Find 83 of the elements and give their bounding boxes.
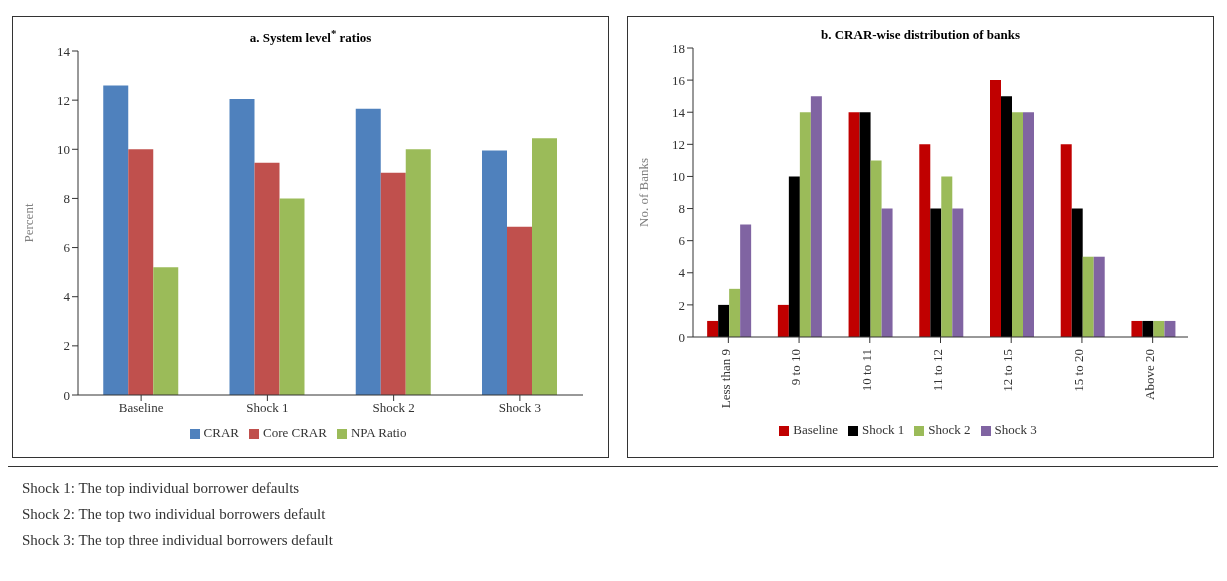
bar <box>1131 320 1143 337</box>
chart-title: b. CRAR-wise distribution of banks <box>820 27 1020 42</box>
bar <box>1001 96 1012 337</box>
text: Shock 1: The top individual borrower defaults <box>22 479 301 498</box>
legend-label: Core CRAR <box>262 425 327 441</box>
bar <box>788 176 800 337</box>
y-axis-title: Percent <box>20 203 36 243</box>
bar <box>718 304 730 337</box>
bar <box>482 150 507 396</box>
text: Shock 3: The top three individual borrowers default <box>22 531 334 550</box>
bar <box>1023 112 1034 337</box>
bar <box>405 149 431 396</box>
x-tick-label: Above 20 <box>1141 349 1157 400</box>
bar <box>930 208 942 337</box>
bar <box>1164 320 1176 337</box>
bar <box>128 149 154 396</box>
y-tick-label: 0 <box>678 329 685 345</box>
y-tick-label: 4 <box>63 289 71 305</box>
x-tick-label: 12 to 15 <box>1000 349 1016 392</box>
y-tick-label: 10 <box>57 142 70 158</box>
y-axis-title: No. of Banks <box>635 158 651 227</box>
bar <box>1153 320 1165 337</box>
bar <box>380 172 406 396</box>
bar <box>1093 256 1105 337</box>
bar <box>507 227 532 396</box>
x-tick-label: 11 to 12 <box>929 349 945 392</box>
y-tick-label: 16 <box>672 72 686 88</box>
x-tick-label: 9 to 10 <box>788 349 804 386</box>
bar <box>870 160 882 337</box>
bar <box>279 198 305 396</box>
legend-label: Shock 1 <box>862 422 905 437</box>
legend-label: Shock 3 <box>994 422 1037 437</box>
bar <box>990 80 1001 337</box>
bar <box>881 208 893 337</box>
x-tick-label: Baseline <box>118 400 164 416</box>
y-tick-label: 14 <box>672 104 686 120</box>
y-tick-label: 2 <box>63 338 70 354</box>
y-tick-label: 18 <box>672 40 685 56</box>
x-tick-label: Shock 2 <box>372 400 415 416</box>
bar <box>103 85 129 396</box>
bar <box>1060 144 1072 337</box>
y-tick-label: 6 <box>63 240 71 256</box>
x-tick-label: Less than 9 <box>717 349 733 409</box>
bar <box>1071 208 1083 337</box>
legend-label: Shock 2 <box>928 422 971 437</box>
bar <box>1012 112 1023 337</box>
bar <box>810 96 822 337</box>
bar <box>740 224 752 337</box>
bar <box>229 99 255 396</box>
x-tick-label: 15 to 20 <box>1071 349 1087 392</box>
bar <box>859 112 871 337</box>
text: Shock 2: The top two individual borrowers default <box>22 505 327 524</box>
y-tick-label: 12 <box>672 136 685 152</box>
y-tick-label: 0 <box>63 387 70 403</box>
bar <box>1142 320 1154 337</box>
bar <box>848 112 860 337</box>
bar <box>729 288 741 337</box>
legend-label: CRAR <box>203 425 239 441</box>
y-tick-label: 10 <box>672 169 685 185</box>
bar <box>707 320 719 337</box>
x-tick-label: Shock 3 <box>498 400 541 416</box>
bar <box>799 112 811 337</box>
y-tick-label: 8 <box>63 191 70 207</box>
x-tick-label: 10 to 11 <box>859 349 875 392</box>
y-tick-label: 2 <box>678 297 685 313</box>
bar <box>153 267 179 396</box>
legend-label: Baseline <box>793 422 838 437</box>
y-tick-label: 12 <box>57 93 70 109</box>
bar <box>777 304 789 337</box>
legend-label: NPA Ratio <box>350 425 407 441</box>
bar <box>919 144 931 337</box>
y-tick-label: 4 <box>678 265 686 281</box>
x-tick-label: Shock 1 <box>246 400 289 416</box>
bar <box>952 208 964 337</box>
bar <box>1082 256 1094 337</box>
y-tick-label: 6 <box>678 233 686 249</box>
y-tick-label: 14 <box>57 43 71 59</box>
bar <box>254 163 280 396</box>
bar <box>355 109 381 396</box>
y-tick-label: 8 <box>678 201 685 217</box>
chart-title: a. System level$^{*}$ ratios <box>249 27 372 46</box>
bar <box>532 138 557 396</box>
bar <box>941 176 953 337</box>
